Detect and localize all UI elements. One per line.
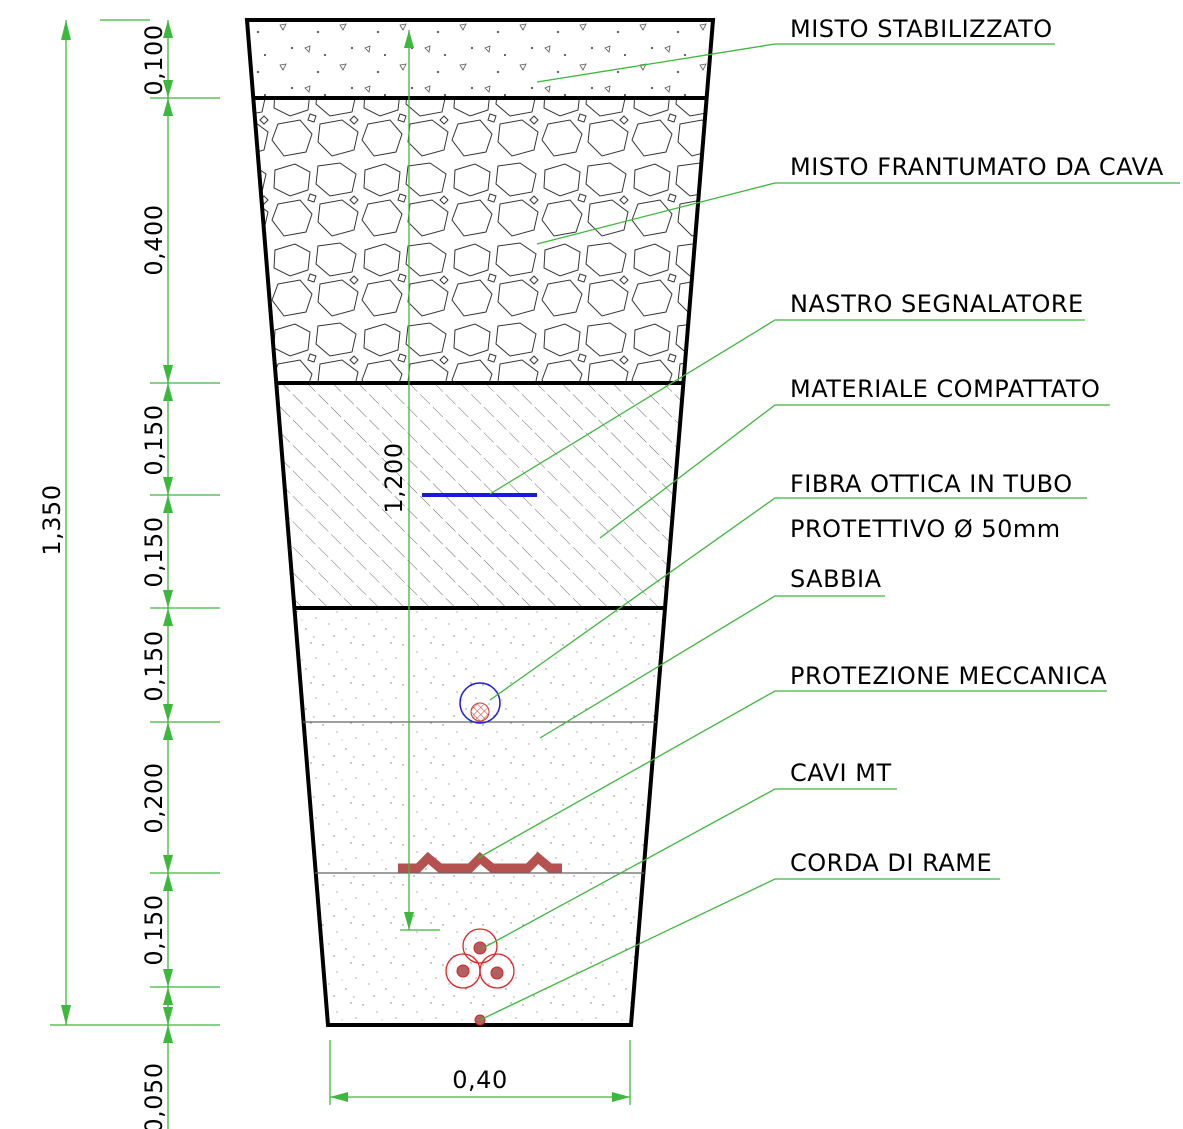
dim-text: 0,200 (140, 762, 168, 833)
fiber-cable (470, 702, 490, 722)
label: NASTRO SEGNALATORE (790, 290, 1084, 318)
cable-depth: 1,200 (380, 442, 408, 513)
dimension-arrows (61, 20, 630, 1102)
dim-text: 0,150 (140, 404, 168, 475)
mechanical-protection (398, 851, 562, 873)
base-width: 0,40 (452, 1066, 507, 1094)
dim-text: 0,050 (140, 1062, 168, 1129)
dim-text: 0,150 (140, 630, 168, 701)
mv-cables (445, 928, 515, 989)
dim-text: 0,150 (140, 516, 168, 587)
label: CAVI MT (790, 759, 892, 787)
dim-text: 0,100 (140, 24, 168, 95)
dimension-texts: 0,100 0,400 0,150 0,150 0,150 0,200 0,15… (38, 24, 507, 1129)
sand-boundaries (303, 721, 656, 874)
label: SABBIA (790, 565, 882, 593)
trench-outline (244, 18, 716, 1027)
label: CORDA DI RAME (790, 849, 992, 877)
label: MISTO STABILIZZATO (790, 15, 1053, 43)
fiber-tube (459, 682, 501, 724)
total-depth: 1,350 (38, 484, 66, 555)
label: PROTEZIONE MECCANICA (790, 662, 1107, 690)
label: MATERIALE COMPATTATO (790, 375, 1100, 403)
label: FIBRA OTTICA IN TUBO (790, 470, 1073, 498)
dim-text: 0,150 (140, 894, 168, 965)
label: PROTETTIVO Ø 50mm (790, 515, 1061, 543)
layer-fills (247, 20, 713, 1025)
dim-text: 0,400 (140, 204, 168, 275)
label: MISTO FRANTUMATO DA CAVA (790, 153, 1164, 181)
leaders (477, 43, 1180, 1021)
dimension-lines (50, 19, 631, 1129)
labels: MISTO STABILIZZATO MISTO FRANTUMATO DA C… (790, 15, 1164, 877)
